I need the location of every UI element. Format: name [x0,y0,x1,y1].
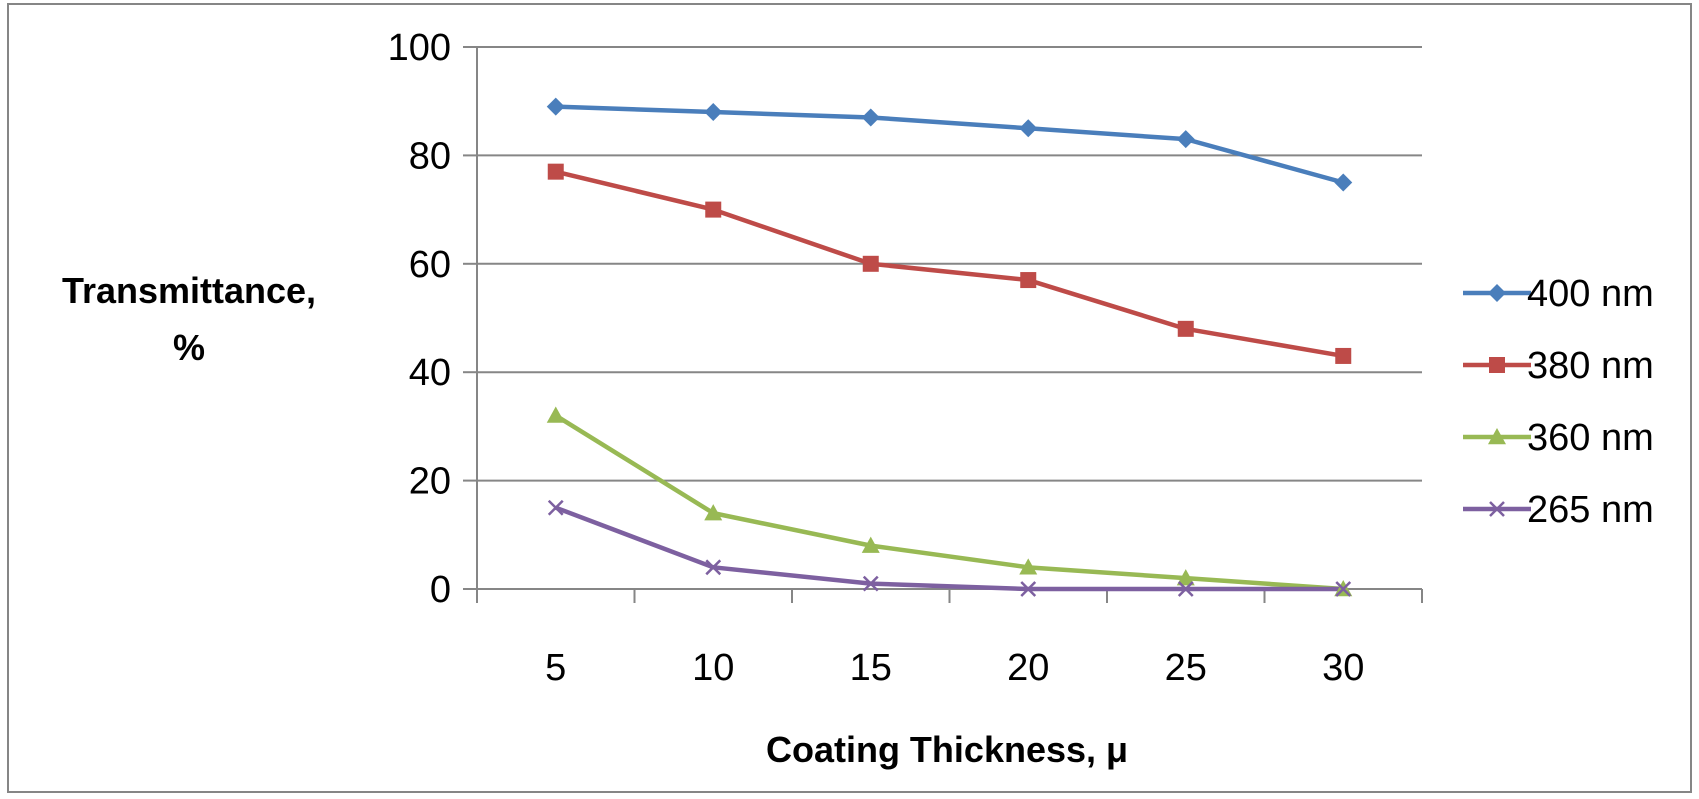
legend-label-360-nm: 360 nm [1527,417,1654,459]
data-point-265-nm [1020,581,1037,597]
data-point-265-nm [1335,581,1352,597]
axes [463,46,1423,603]
x-axis-title: Coating Thickness, μ [766,729,1128,770]
data-point-400-nm [1176,130,1195,149]
y-axis-title-line-2: % [173,327,205,368]
y-tick-label: 60 [409,244,451,286]
x-tick-label: 30 [1322,647,1364,689]
data-point-380-nm [1177,320,1194,337]
series-line-360-nm [554,413,1344,592]
legend-swatch-marker-400-nm [1488,284,1506,302]
legend: 400 nm 380 nm 360 nm 265 nm [1463,273,1654,531]
x-tick-labels: 5 10 15 20 25 30 [545,647,1364,689]
y-tick-label: 100 [388,27,451,69]
gridlines [477,46,1422,482]
data-point-265-nm [547,499,564,516]
data-point-360-nm [1019,558,1038,575]
data-point-360-nm [861,536,880,553]
data-point-380-nm [705,201,722,218]
legend-swatch-marker-265-nm [1489,501,1505,517]
x-tick-label: 10 [692,647,734,689]
data-point-380-nm [1335,347,1352,364]
y-tick-labels: 0 20 40 60 80 100 [388,27,451,611]
legend-swatch-marker-380-nm [1489,357,1505,373]
legend-label-265-nm: 265 nm [1527,489,1654,531]
data-point-265-nm [862,575,879,592]
series-line-265-nm [554,505,1344,592]
data-point-400-nm [704,103,723,122]
legend-swatch-marker-360-nm [1488,428,1506,445]
legend-label-400-nm: 400 nm [1527,273,1654,315]
y-tick-label: 20 [409,461,451,503]
chart-border [7,3,1692,793]
data-point-265-nm [705,559,722,576]
y-tick-label: 40 [409,352,451,394]
series-lines [554,104,1344,592]
data-point-380-nm [547,163,564,180]
data-point-360-nm [546,406,565,423]
data-point-400-nm [1334,173,1353,192]
data-point-400-nm [546,97,565,116]
x-tick-label: 5 [545,647,566,689]
series-markers [546,97,1353,597]
y-tick-label: 80 [409,135,451,177]
y-axis-title-line-1: Transmittance, [62,270,316,311]
x-tick-label: 25 [1165,647,1207,689]
data-point-380-nm [862,255,879,272]
data-point-400-nm [861,108,880,127]
x-tick-label: 20 [1007,647,1049,689]
data-point-265-nm [1177,581,1194,597]
data-point-380-nm [1020,272,1037,289]
data-point-400-nm [1019,119,1038,138]
data-point-360-nm [1176,569,1195,586]
x-tick-label: 15 [850,647,892,689]
y-tick-label: 0 [430,569,451,611]
series-line-380-nm [555,169,1344,359]
legend-label-380-nm: 380 nm [1527,345,1654,387]
series-line-400-nm [555,104,1344,185]
data-point-360-nm [704,504,723,521]
